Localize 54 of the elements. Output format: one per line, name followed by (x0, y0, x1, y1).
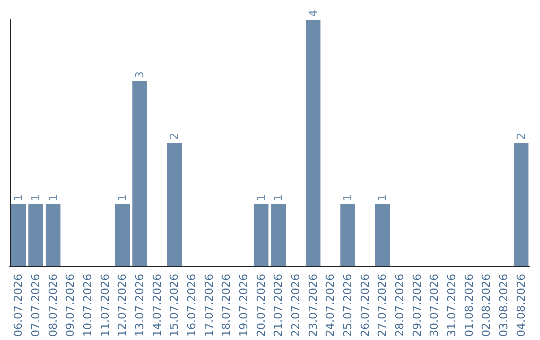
bar (375, 204, 390, 266)
x-tick-label: 31.07.2026 (446, 274, 458, 338)
x-tick-label: 24.07.2026 (324, 274, 338, 338)
x-tick-label: 07.07.2026 (30, 274, 42, 338)
x-tick-label: 15.07.2026 (168, 274, 182, 338)
data-label: 4 (306, 10, 320, 17)
x-tick-label: 20.07.2026 (254, 274, 268, 338)
data-label: 1 (46, 194, 60, 202)
data-label: 1 (254, 194, 268, 202)
x-tick-label: 06.07.2026 (12, 274, 26, 338)
x-tick-label: 21.07.2026 (272, 274, 286, 338)
bar (11, 204, 26, 266)
x-tick-label: 25.07.2026 (342, 274, 354, 338)
x-tick-label: 18.07.2026 (220, 274, 234, 338)
bar (340, 204, 356, 266)
bar (132, 82, 148, 266)
x-tick-label: 08.07.2026 (46, 274, 60, 338)
bar (254, 204, 269, 266)
x-tick-label: 04.08.2026 (514, 274, 528, 338)
x-tick-label: 01.08.2026 (462, 274, 476, 338)
data-label: 1 (12, 194, 26, 202)
data-label: 1 (342, 194, 354, 202)
data-label: 1 (30, 194, 42, 202)
data-label: 2 (514, 133, 528, 140)
data-label: 3 (134, 72, 146, 79)
x-tick-label: 17.07.2026 (202, 274, 216, 338)
bar (167, 143, 182, 266)
data-label: 1 (116, 194, 130, 202)
x-tick-label: 23.07.2026 (306, 274, 320, 338)
bar (115, 204, 130, 266)
x-tick-label: 12.07.2026 (116, 274, 130, 338)
x-tick-label: 03.08.2026 (498, 274, 510, 338)
bar (306, 20, 321, 266)
bar (28, 204, 44, 266)
x-tick-label: 19.07.2026 (238, 274, 250, 338)
data-label: 1 (272, 194, 286, 202)
bar (271, 204, 286, 266)
x-tick-label: 28.07.2026 (394, 274, 406, 338)
data-label: 1 (376, 194, 390, 202)
x-tick-label: 10.07.2026 (82, 274, 94, 338)
bar (46, 204, 61, 266)
x-tick-label: 16.07.2026 (186, 274, 198, 338)
x-tick-label: 14.07.2026 (150, 274, 164, 338)
data-label: 2 (168, 133, 182, 140)
x-tick-label: 13.07.2026 (134, 274, 146, 338)
x-tick-label: 09.07.2026 (64, 274, 78, 338)
x-tick-label: 26.07.2026 (358, 274, 372, 338)
x-tick-label: 22.07.2026 (290, 274, 302, 338)
x-tick-label: 27.07.2026 (376, 274, 390, 338)
x-tick-label: 11.07.2026 (98, 274, 112, 338)
x-tick-label: 30.07.2026 (428, 274, 442, 338)
x-tick-label: 29.07.2026 (410, 274, 424, 338)
bar (514, 143, 529, 266)
x-tick-label: 02.08.2026 (480, 274, 494, 338)
